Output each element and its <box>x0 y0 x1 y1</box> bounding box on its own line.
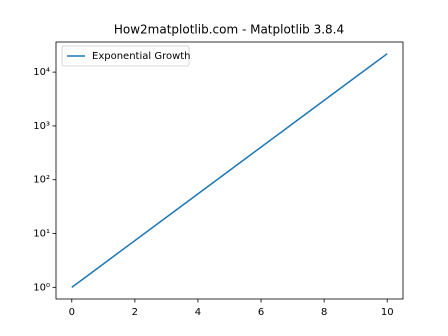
plot-frame <box>55 41 404 300</box>
legend-label: Exponential Growth <box>92 51 191 62</box>
line <box>71 53 388 288</box>
y-tick-label: 10⁴ <box>33 67 50 78</box>
legend-box <box>61 45 190 67</box>
y-tick-label: 10³ <box>33 121 50 132</box>
y-tick-label: 10² <box>33 175 50 186</box>
x-tick-label: 10 <box>381 307 394 318</box>
chart-title: How2matplotlib.com - Matplotlib 3.8.4 <box>114 23 344 37</box>
y-tick-label: 10¹ <box>33 229 50 240</box>
x-tick-label: 8 <box>321 307 327 318</box>
x-tick-label: 6 <box>258 307 264 318</box>
x-tick-label: 4 <box>195 307 201 318</box>
y-tick-label: 10⁰ <box>33 282 50 293</box>
x-tick-label: 0 <box>69 307 75 318</box>
x-tick-label: 2 <box>132 307 138 318</box>
